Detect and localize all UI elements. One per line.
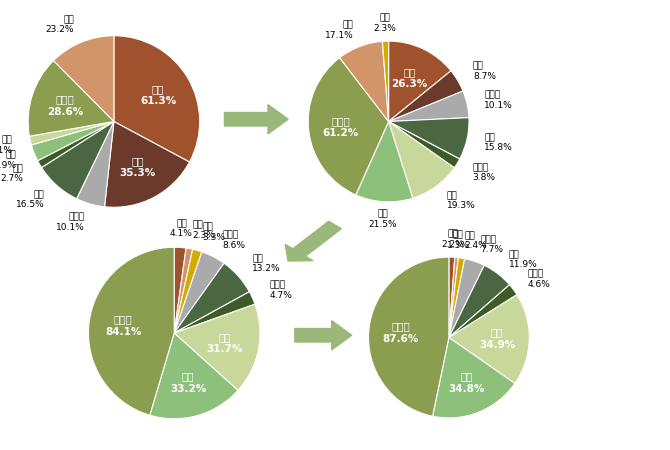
Wedge shape: [389, 41, 451, 122]
Wedge shape: [356, 122, 413, 202]
Text: 水力
15.8%: 水力 15.8%: [484, 133, 513, 153]
Wedge shape: [42, 122, 114, 199]
FancyArrow shape: [224, 105, 288, 134]
Text: 原子力
7.7%: 原子力 7.7%: [480, 235, 503, 254]
Wedge shape: [449, 257, 455, 338]
Wedge shape: [449, 285, 517, 338]
Text: 火力
61.3%: 火力 61.3%: [140, 84, 176, 106]
Text: バイ
2.7%: バイ 2.7%: [0, 164, 23, 183]
Wedge shape: [76, 122, 114, 207]
Wedge shape: [31, 122, 114, 161]
FancyArrow shape: [295, 320, 352, 350]
Text: 火力
2.2%: 火力 2.2%: [441, 230, 464, 249]
Wedge shape: [174, 252, 224, 333]
Wedge shape: [150, 333, 238, 419]
Wedge shape: [449, 266, 510, 338]
Wedge shape: [54, 36, 114, 122]
Wedge shape: [449, 257, 458, 338]
Text: 石炭
8.7%: 石炭 8.7%: [473, 62, 496, 81]
Text: 水素
2.3%: 水素 2.3%: [373, 14, 396, 33]
Text: 原子力
10.1%: 原子力 10.1%: [56, 212, 85, 232]
Wedge shape: [174, 263, 249, 333]
Text: 太陽
34.9%: 太陽 34.9%: [479, 328, 515, 350]
Wedge shape: [29, 122, 114, 145]
Wedge shape: [105, 122, 190, 207]
Text: 石炭
35.3%: 石炭 35.3%: [120, 156, 156, 178]
Wedge shape: [28, 61, 114, 136]
Text: 火力
26.3%: 火力 26.3%: [391, 67, 427, 89]
Text: ガス
17.1%: ガス 17.1%: [325, 20, 354, 40]
Text: 再エネ
28.6%: 再エネ 28.6%: [47, 94, 83, 117]
Text: 風力
5.9%: 風力 5.9%: [0, 150, 17, 170]
Text: 原子力
10.1%: 原子力 10.1%: [484, 90, 513, 110]
Wedge shape: [389, 117, 469, 159]
Wedge shape: [389, 71, 463, 122]
Text: 風力
34.8%: 風力 34.8%: [448, 371, 485, 393]
Text: 水力
11.9%: 水力 11.9%: [509, 250, 537, 270]
Text: 太陽
3.1%: 太陽 3.1%: [0, 135, 12, 154]
Text: 再エネ
61.2%: 再エネ 61.2%: [322, 116, 359, 138]
Text: 再エネ
87.6%: 再エネ 87.6%: [383, 321, 419, 344]
Text: バイオ
4.7%: バイオ 4.7%: [269, 280, 293, 300]
Wedge shape: [174, 304, 260, 390]
Text: バイオ
3.8%: バイオ 3.8%: [472, 163, 495, 182]
Text: 再エネ
84.1%: 再エネ 84.1%: [105, 315, 141, 337]
FancyArrow shape: [285, 221, 341, 261]
Text: ガス
23.2%: ガス 23.2%: [46, 15, 74, 35]
Text: ガス
1.3%: ガス 1.3%: [447, 230, 470, 250]
Wedge shape: [114, 36, 200, 162]
Wedge shape: [433, 338, 515, 418]
Text: 火力
4.1%: 火力 4.1%: [170, 219, 193, 239]
Wedge shape: [308, 58, 389, 195]
Wedge shape: [389, 122, 454, 198]
Wedge shape: [369, 257, 449, 416]
Text: バイオ
4.6%: バイオ 4.6%: [528, 269, 551, 289]
Text: 太陽
31.7%: 太陽 31.7%: [206, 332, 243, 354]
Wedge shape: [174, 292, 255, 333]
Wedge shape: [383, 41, 389, 122]
Wedge shape: [174, 247, 186, 333]
Text: 風力
33.2%: 風力 33.2%: [170, 371, 206, 394]
Text: 水素
3.3%: 水素 3.3%: [202, 223, 225, 242]
Wedge shape: [38, 122, 114, 167]
Text: 太陽
19.3%: 太陽 19.3%: [446, 191, 475, 211]
Text: 風力
21.5%: 風力 21.5%: [369, 210, 397, 229]
Wedge shape: [174, 249, 202, 333]
Wedge shape: [174, 248, 193, 333]
Wedge shape: [449, 259, 484, 338]
Wedge shape: [340, 41, 389, 122]
Text: ガス
2.3%: ガス 2.3%: [193, 220, 216, 240]
Text: 原子力
8.6%: 原子力 8.6%: [222, 230, 245, 250]
Wedge shape: [389, 91, 469, 122]
Wedge shape: [389, 122, 460, 168]
Text: 水力
13.2%: 水力 13.2%: [253, 254, 281, 273]
Wedge shape: [88, 247, 174, 415]
Wedge shape: [449, 295, 529, 383]
Wedge shape: [449, 258, 465, 338]
Text: 水素
2.4%: 水素 2.4%: [464, 231, 487, 250]
Text: 水力
16.5%: 水力 16.5%: [15, 190, 44, 209]
